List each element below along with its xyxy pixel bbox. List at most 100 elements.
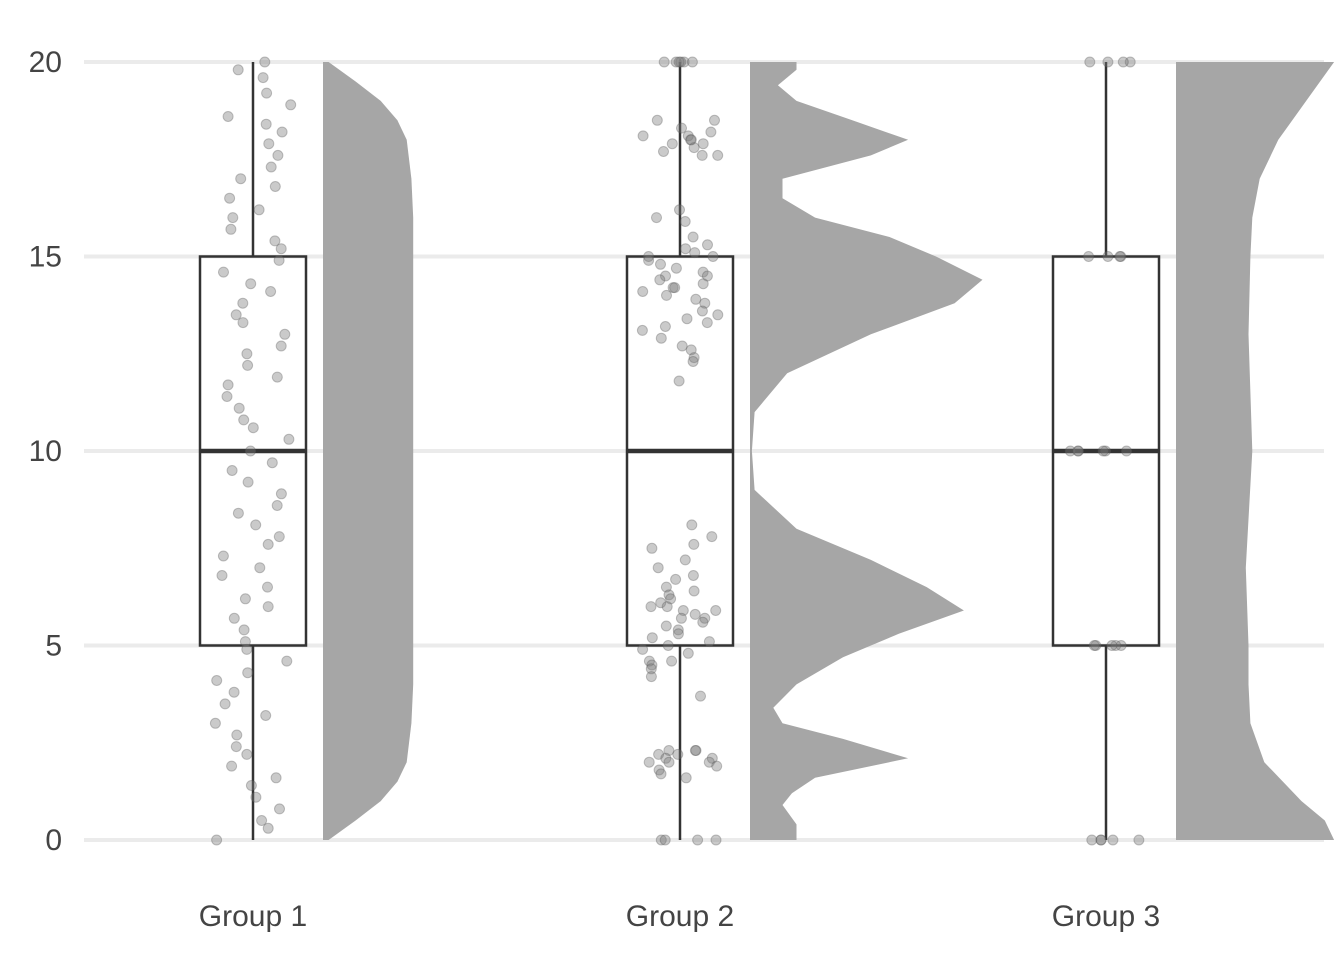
data-point: [272, 149, 284, 161]
data-point: [1117, 56, 1129, 68]
density-layer: [323, 62, 1335, 840]
data-point: [1115, 251, 1127, 262]
data-point: [222, 379, 234, 391]
data-point: [680, 772, 692, 784]
data-point: [241, 348, 253, 360]
data-point: [218, 266, 229, 278]
x-category-label: Group 1: [199, 900, 307, 933]
data-point: [283, 433, 295, 445]
data-point: [259, 56, 271, 68]
data-point: [686, 56, 698, 68]
data-point: [697, 266, 709, 278]
data-point: [1100, 445, 1111, 457]
data-point: [285, 99, 297, 111]
data-point: [658, 56, 670, 68]
data-point: [1072, 445, 1084, 457]
data-point: [265, 286, 277, 297]
data-point: [230, 741, 242, 753]
data-point: [1102, 251, 1114, 262]
data-point: [687, 356, 699, 367]
data-point: [697, 278, 709, 290]
data-point: [702, 239, 713, 251]
data-point: [275, 340, 287, 352]
data-point: [666, 138, 678, 150]
data-point: [680, 243, 691, 255]
data-point: [663, 756, 675, 768]
data-point: [1124, 56, 1136, 68]
y-tick-label: 0: [45, 824, 62, 857]
data-point: [687, 231, 699, 243]
data-point: [1090, 640, 1102, 651]
data-point: [696, 305, 708, 317]
density-3: [1176, 62, 1335, 840]
data-point: [655, 768, 667, 780]
data-point: [209, 717, 221, 729]
data-point: [682, 130, 694, 142]
data-point: [271, 371, 283, 383]
data-point: [654, 274, 666, 286]
data-point: [665, 593, 677, 605]
data-point: [675, 612, 687, 624]
x-category-label: Group 3: [1052, 900, 1160, 933]
data-point: [703, 636, 715, 648]
data-point: [655, 834, 667, 846]
data-point: [1107, 834, 1119, 846]
data-point: [225, 223, 237, 235]
data-point: [211, 834, 223, 846]
data-point: [260, 118, 272, 130]
data-point: [699, 612, 711, 624]
data-point: [1095, 834, 1107, 846]
data-point: [637, 130, 649, 142]
data-point: [677, 605, 689, 616]
data-point: [241, 643, 253, 655]
y-tick-label: 10: [29, 435, 62, 468]
data-point: [710, 605, 722, 616]
data-point: [260, 710, 272, 721]
data-point: [247, 422, 259, 434]
data-point: [217, 550, 229, 562]
data-point: [697, 616, 709, 628]
data-point: [706, 752, 718, 764]
data-point: [653, 748, 665, 760]
data-point: [262, 601, 274, 613]
data-point: [253, 204, 265, 216]
data-point: [663, 745, 675, 756]
data-point: [695, 690, 706, 702]
data-point: [690, 293, 702, 305]
data-point: [712, 149, 724, 161]
data-point: [273, 254, 285, 266]
data-point: [663, 589, 675, 601]
data-point: [670, 262, 682, 274]
data-point: [672, 628, 684, 640]
data-point: [666, 655, 678, 667]
data-point: [1133, 834, 1145, 846]
data-point: [679, 216, 691, 227]
data-point: [674, 204, 685, 216]
data-point: [275, 243, 287, 255]
data-point: [1114, 251, 1126, 262]
data-point: [662, 640, 674, 651]
data-point: [242, 476, 254, 488]
data-point: [250, 519, 262, 531]
data-point: [266, 457, 278, 469]
data-point: [254, 562, 266, 574]
data-point: [245, 278, 257, 290]
data-point: [681, 313, 693, 325]
data-point: [238, 624, 250, 636]
data-point: [242, 667, 254, 679]
data-point: [675, 56, 687, 68]
data-point: [685, 134, 697, 146]
y-axis-tick-labels: 0 5 10 15 20: [29, 46, 62, 857]
data-point: [231, 729, 243, 741]
data-point: [228, 612, 240, 624]
data-point: [263, 138, 275, 150]
data-point: [689, 608, 701, 620]
data-point: [256, 815, 268, 826]
data-point: [232, 64, 244, 76]
data-point: [688, 585, 700, 597]
data-point: [233, 402, 245, 414]
data-point: [261, 87, 273, 99]
data-point: [679, 554, 691, 566]
data-point: [257, 72, 269, 84]
data-point: [689, 745, 701, 756]
